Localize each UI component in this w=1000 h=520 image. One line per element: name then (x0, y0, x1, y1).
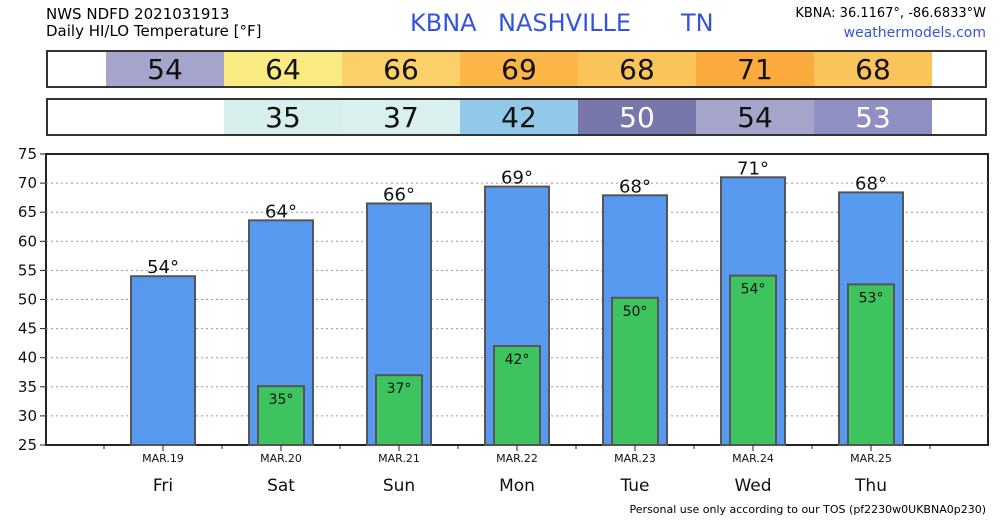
date-label: MAR.20 (260, 452, 302, 465)
day-label: Fri (153, 476, 173, 496)
high-bar-label: 64° (265, 201, 297, 222)
low-bar-label: 37° (387, 381, 412, 397)
station-state: TN (681, 9, 714, 37)
high-strip-cell-3: 69 (460, 52, 578, 86)
low-temperature-strip: 35 37 42 50 54 53 (46, 98, 987, 136)
y-tick-label: 35 (18, 378, 37, 396)
chart-title: Daily HI/LO Temperature [°F] (46, 22, 262, 40)
low-bar (375, 374, 423, 446)
low-bar (729, 274, 777, 446)
y-tick-label: 75 (18, 145, 37, 163)
low-strip-cell-2: 37 (342, 100, 460, 134)
date-label: MAR.21 (378, 452, 420, 465)
low-strip-cell-3: 42 (460, 100, 578, 134)
high-bar-label: 69° (501, 168, 533, 189)
y-tick-label: 40 (18, 349, 37, 367)
low-bar-label: 54° (741, 282, 766, 298)
high-bar-label: 54° (147, 257, 179, 278)
date-label: MAR.25 (850, 452, 892, 465)
site-link[interactable]: weathermodels.com (843, 25, 986, 41)
y-tick-label: 30 (18, 407, 37, 425)
low-strip-cell-1: 35 (224, 100, 342, 134)
day-label: Mon (499, 476, 535, 496)
low-strip-cell-5: 54 (696, 100, 814, 134)
y-tick-label: 50 (18, 291, 37, 309)
low-bar-label: 53° (859, 290, 884, 306)
date-label: MAR.19 (142, 452, 184, 465)
high-temperature-strip: 54 64 66 69 68 71 68 (46, 50, 987, 88)
low-bar-label: 35° (269, 392, 294, 408)
high-bar-label: 71° (737, 158, 769, 179)
high-bar-label: 66° (383, 184, 415, 205)
high-strip-cell-6: 68 (814, 52, 932, 86)
y-tick-label: 65 (18, 203, 37, 221)
y-tick-label: 70 (18, 174, 37, 192)
day-label: Sat (267, 476, 295, 496)
y-tick-label: 55 (18, 261, 37, 279)
y-tick-label: 25 (18, 436, 37, 454)
day-label: Thu (854, 476, 887, 496)
model-run-line: NWS NDFD 2021031913 (46, 5, 230, 23)
tos-footer: Personal use only according to our TOS (… (629, 503, 986, 516)
high-bar (130, 275, 196, 446)
low-bar (847, 283, 895, 447)
y-tick-label: 60 (18, 232, 37, 250)
date-label: MAR.22 (496, 452, 538, 465)
low-strip-cell-4: 50 (578, 100, 696, 134)
y-tick-label: 45 (18, 320, 37, 338)
date-label: MAR.23 (614, 452, 656, 465)
high-strip-cell-4: 68 (578, 52, 696, 86)
high-strip-cell-0: 54 (106, 52, 224, 86)
station-coordinates: KBNA: 36.1167°, -86.6833°W (795, 6, 986, 21)
high-strip-cell-1: 64 (224, 52, 342, 86)
day-label: Tue (619, 476, 649, 496)
low-bar (611, 296, 659, 446)
high-strip-cell-5: 71 (696, 52, 814, 86)
day-label: Sun (383, 476, 415, 496)
low-bar-label: 42° (505, 352, 530, 368)
high-strip-cell-2: 66 (342, 52, 460, 86)
high-bar-label: 68° (855, 173, 887, 194)
low-strip-cell-6: 53 (814, 100, 932, 134)
station-id: KBNA (410, 9, 477, 37)
date-label: MAR.24 (732, 452, 774, 465)
low-bar-label: 50° (623, 304, 648, 320)
high-bar-label: 68° (619, 176, 651, 197)
station-city: NASHVILLE (498, 9, 632, 37)
low-strip-cell-0 (106, 100, 224, 134)
day-label: Wed (734, 476, 771, 496)
